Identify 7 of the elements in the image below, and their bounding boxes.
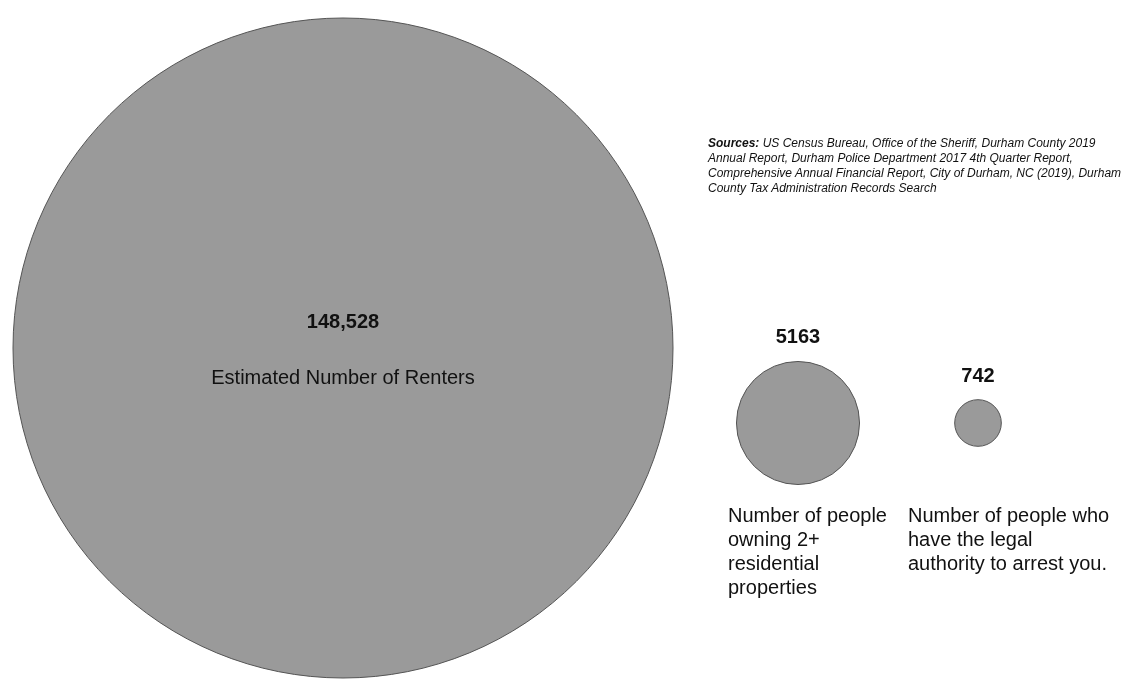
category-label: Estimated Number of Renters — [211, 366, 475, 389]
category-label: Number of people owning 2+ residential properties — [728, 504, 887, 599]
data-label: 5163 — [775, 325, 821, 348]
category-label: Number of people who have the legal authority to arrest you. — [908, 504, 1110, 575]
source-note: Sources: US Census Bureau, Office of the Sheriff, Durham County 2019 Annual Report, Durham Police Department 2017 4th Quarter Report, Comprehensive Annual Financial Report, City of Durham, NC (2019), Durham County Tax Administration Records Search — [708, 136, 1123, 196]
data-label: 148,528 — [306, 310, 380, 332]
data-label: 742 — [961, 363, 995, 386]
